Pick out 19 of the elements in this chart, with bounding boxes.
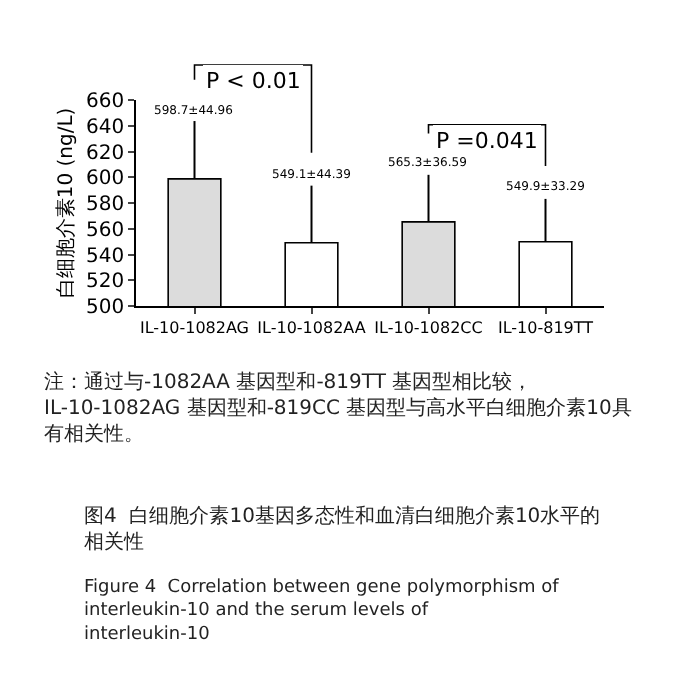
y-tick-label: 600 — [86, 168, 125, 191]
y-tick-label: 620 — [86, 142, 125, 165]
y-tick-label: 640 — [86, 116, 125, 139]
y-tick-label: 500 — [86, 297, 125, 319]
y-tick-label: 540 — [86, 245, 125, 268]
caption: Figure 4 Correlation between gene polymorphism of interleukin-10 and the serum levels of interleukin-10 — [84, 578, 561, 645]
text: P < 0.01 — [206, 68, 301, 94]
text: 注：通过与-1082AA 基因型和-819TT 基因型相比较，IL-10-1082AG 基因型和-819CC 基因型与高水平白细胞介素10具有相关性。 — [44, 370, 632, 446]
y-tick-label: 560 — [86, 219, 125, 242]
x-tick-label: IL-10-1082AG — [139, 319, 250, 337]
y-tick-label: 520 — [86, 271, 125, 294]
y-tick-label: 660 — [86, 91, 125, 113]
y-tick-label: 580 — [86, 194, 125, 216]
x-tick-label: IL-10-1082AA — [257, 319, 367, 337]
annotation: P =0.041 — [436, 128, 538, 154]
x-tick-label: IL-10-819TT — [497, 319, 594, 337]
y-axis-title: 白细胞介素10 (ng/L) — [54, 107, 79, 299]
x-tick-label: IL-10-1082CC — [374, 319, 484, 337]
caption: 图4 白细胞介素10基因多态性和血清白细胞介素10水平的相关性 — [84, 504, 601, 554]
